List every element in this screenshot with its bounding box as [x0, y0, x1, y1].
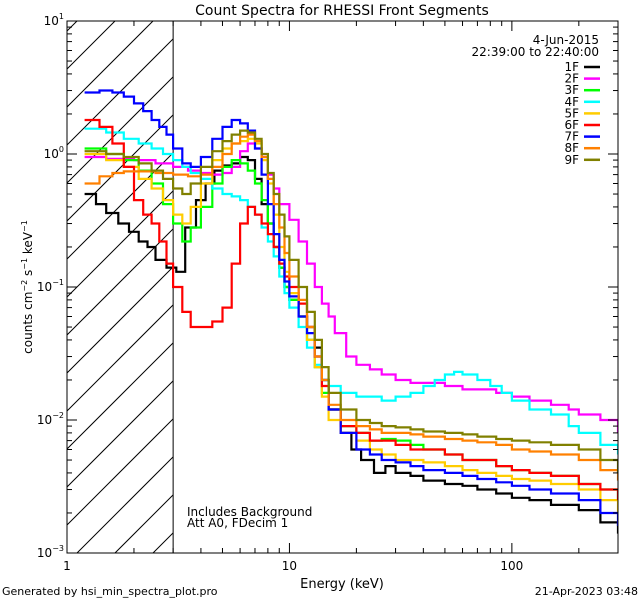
x-tick-label: 1 — [63, 559, 71, 573]
footer-timestamp: 21-Apr-2023 03:48 — [535, 585, 638, 598]
x-axis-label: Energy (keV) — [300, 577, 384, 592]
date-label: 4-Jun-2015 — [533, 33, 599, 47]
x-tick-label: 100 — [500, 559, 523, 573]
axis-ticks — [66, 20, 619, 554]
hatch-line — [66, 20, 78, 32]
legend-label-9F: 9F — [564, 153, 579, 167]
background-hatch-region — [66, 20, 174, 554]
hatch-line — [66, 114, 174, 222]
hatch-line — [66, 266, 174, 374]
y-tick-label: 10−2 — [37, 411, 64, 427]
series-layer — [84, 89, 618, 534]
hatch-line — [76, 456, 174, 554]
hatch-line — [66, 190, 174, 298]
legend-label-2F: 2F — [564, 72, 579, 86]
annotation-background: Includes Background — [187, 505, 312, 519]
hatch-line — [66, 20, 116, 70]
series-9F — [84, 129, 618, 473]
hatch-line — [66, 304, 174, 412]
hatch-line — [66, 76, 174, 184]
legend-label-6F: 6F — [564, 118, 579, 132]
x-tick-labels: 1 10 100 — [63, 559, 523, 573]
series-7F — [84, 89, 618, 526]
hatch-line — [66, 342, 174, 450]
legend-label-1F: 1F — [564, 60, 579, 74]
hatch-line — [152, 532, 174, 554]
footer-generator: Generated by hsi_min_spectra_plot.pro — [2, 585, 218, 598]
series-8F — [84, 133, 618, 481]
legend-label-5F: 5F — [564, 106, 579, 120]
hatch-line — [114, 494, 174, 554]
chart-title: Count Spectra for RHESSI Front Segments — [195, 3, 489, 19]
y-tick-label: 100 — [44, 145, 64, 161]
y-tick-labels: 101 100 10−1 10−2 10−3 — [37, 12, 64, 560]
y-tick-label: 101 — [44, 12, 64, 28]
x-tick-label: 10 — [282, 559, 297, 573]
hatch-line — [66, 418, 174, 526]
y-tick-label: 10−1 — [37, 278, 64, 294]
time-range-label: 22:39:00 to 22:40:00 — [472, 45, 599, 59]
legend-label-3F: 3F — [564, 83, 579, 97]
series-4F — [84, 127, 618, 455]
hatch-line — [66, 20, 154, 108]
y-tick-label: 10−3 — [37, 544, 64, 560]
legend-label-7F: 7F — [564, 130, 579, 144]
hatch-line — [66, 380, 174, 488]
y-axis-label: counts cm−2 s−1 keV−1 — [20, 220, 35, 354]
series-5F — [84, 137, 618, 513]
legend-label-8F: 8F — [564, 141, 579, 155]
legend-label-4F: 4F — [564, 95, 579, 109]
annotation-attenuator: Att A0, FDecim 1 — [187, 516, 288, 530]
